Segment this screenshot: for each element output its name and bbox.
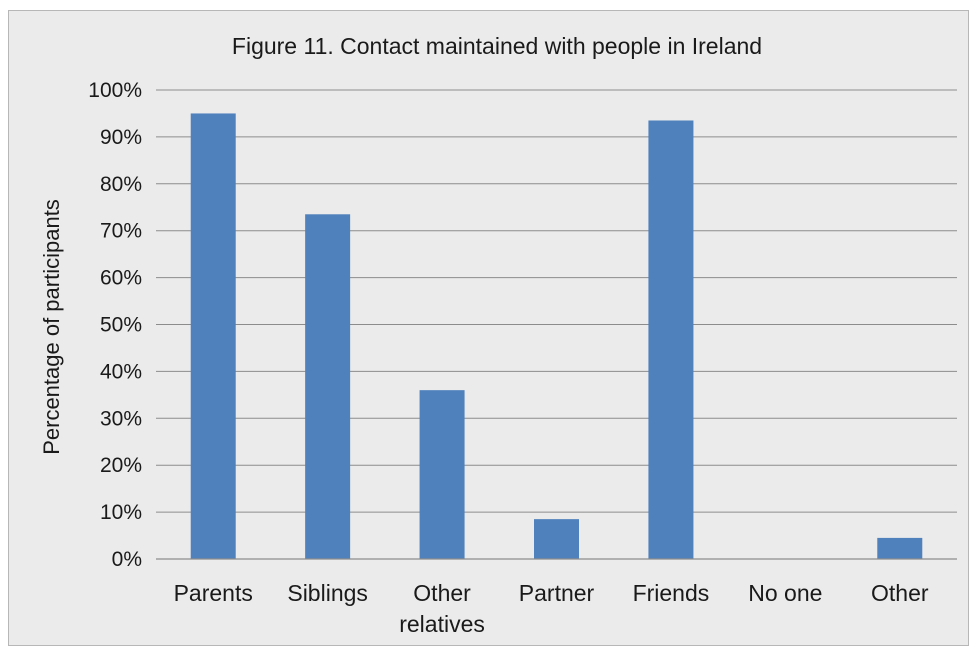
y-tick-label: 70% <box>100 220 142 243</box>
x-category-label: Friends <box>633 580 710 606</box>
bar-chart: Figure 11. Contact maintained with peopl… <box>39 33 957 637</box>
y-tick-label: 20% <box>100 454 142 477</box>
y-tick-label: 80% <box>100 173 142 196</box>
bars <box>190 113 923 560</box>
y-tick-label: 10% <box>100 501 142 524</box>
bar <box>877 537 923 559</box>
bar <box>419 390 465 559</box>
y-tick-label: 30% <box>100 407 142 430</box>
x-category-label: Parents <box>174 580 253 606</box>
y-tick-label: 0% <box>112 548 142 571</box>
y-axis-label: Percentage of participants <box>39 199 64 455</box>
y-tick-label: 100% <box>88 79 142 102</box>
x-category-label: Siblings <box>287 580 368 606</box>
bar <box>534 519 579 559</box>
chart-frame: Figure 11. Contact maintained with peopl… <box>8 10 969 646</box>
x-category-label: No one <box>748 580 822 606</box>
y-axis-ticks: 0% 10% 20% 30% 40% 50% 60% 70% 80% 90% 100% <box>88 79 142 571</box>
bar <box>305 214 351 559</box>
chart-title: Figure 11. Contact maintained with peopl… <box>232 33 762 59</box>
x-category-label: Other relatives <box>399 580 485 637</box>
x-axis-categories: Parents Siblings Other relatives Partner Frie… <box>174 580 929 637</box>
gridlines <box>156 89 957 513</box>
x-category-label: Partner <box>519 580 595 606</box>
y-tick-label: 40% <box>100 360 142 383</box>
x-category-label: Other <box>871 580 929 606</box>
y-tick-label: 50% <box>100 314 142 337</box>
y-tick-label: 60% <box>100 267 142 290</box>
bar <box>190 113 236 559</box>
bar <box>648 120 694 560</box>
y-tick-label: 90% <box>100 126 142 149</box>
